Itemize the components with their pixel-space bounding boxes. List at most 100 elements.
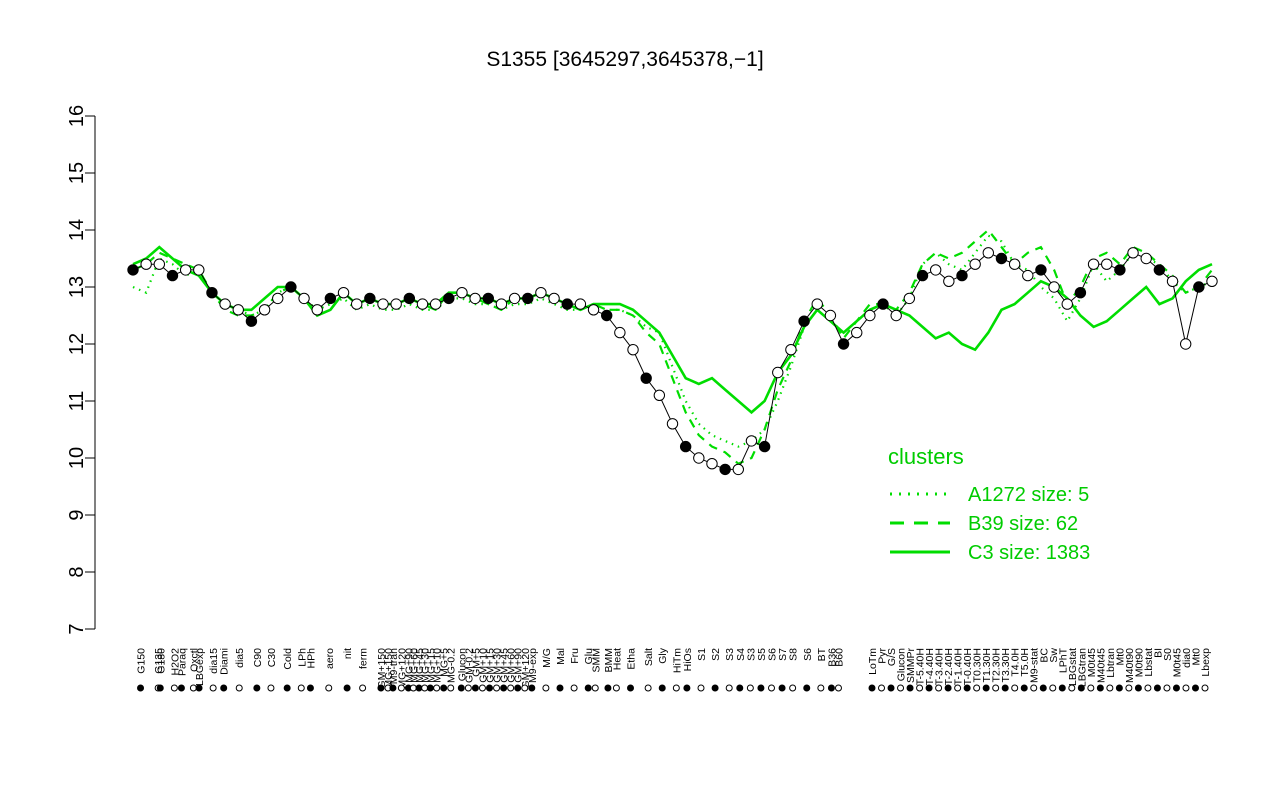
x-tick-marker xyxy=(209,684,217,692)
data-point xyxy=(219,298,231,310)
data-point xyxy=(1193,281,1205,293)
data-point xyxy=(548,292,560,305)
data-point xyxy=(350,298,363,310)
x-tick-marker xyxy=(1001,684,1009,692)
data-point xyxy=(1035,264,1047,276)
x-tick-label: MG+5 xyxy=(439,648,451,677)
x-tick-marker xyxy=(471,684,479,692)
data-point xyxy=(337,287,350,299)
x-tick-label: BMM xyxy=(603,648,615,673)
x-tick-marker xyxy=(283,684,291,692)
x-tick-marker xyxy=(1087,684,1095,692)
data-point xyxy=(772,366,784,379)
x-tick-label: S4 xyxy=(735,648,747,661)
data-point xyxy=(153,258,166,270)
x-tick-label: LoTm xyxy=(867,648,879,675)
x-tick-label: Mal xyxy=(555,648,567,665)
x-tick-label: T-0.40H xyxy=(962,648,974,685)
data-point xyxy=(864,309,876,322)
x-tick-marker xyxy=(591,684,599,692)
x-tick-marker xyxy=(359,684,367,692)
data-point xyxy=(364,292,376,305)
y-tick-label: 13 xyxy=(66,276,88,298)
data-point xyxy=(456,287,468,299)
x-tick-label: T-4.40H xyxy=(924,648,936,685)
legend-title: clusters xyxy=(888,444,964,469)
data-point xyxy=(666,418,679,430)
x-tick-label: C30 xyxy=(266,648,278,667)
x-tick-marker xyxy=(925,684,933,692)
y-tick-label: 15 xyxy=(66,162,88,184)
x-tick-marker xyxy=(1020,684,1028,692)
data-point xyxy=(245,315,258,327)
x-tick-label: GM+5 xyxy=(470,648,482,677)
x-tick-marker xyxy=(944,684,952,692)
x-tick-label: GM+120 xyxy=(520,648,532,689)
y-tick-label: 7 xyxy=(66,623,88,634)
x-tick-marker xyxy=(409,684,417,692)
data-point xyxy=(574,298,587,310)
x-tick-label: dia5 xyxy=(234,648,246,668)
x-tick-marker xyxy=(803,684,811,692)
x-tick-label: M40t90 xyxy=(1124,648,1136,683)
y-tick-label: 14 xyxy=(66,219,88,241)
x-tick-marker xyxy=(514,684,522,692)
x-tick-marker xyxy=(325,684,333,692)
x-tick-label: GM+60 xyxy=(506,648,518,683)
data-point xyxy=(179,264,192,276)
x-tick-label: MG+120 xyxy=(396,648,408,689)
x-tick-label: BI xyxy=(1152,648,1164,658)
x-tick-label: MG+10 xyxy=(432,648,444,683)
x-tick-marker xyxy=(982,684,990,692)
data-point xyxy=(943,275,955,287)
data-point xyxy=(1022,269,1034,282)
y-tick-label: 9 xyxy=(66,509,88,520)
x-tick-marker xyxy=(789,684,797,692)
x-tick-label: M9-tran xyxy=(388,648,400,684)
x-tick-label: T-5.40H xyxy=(915,648,927,685)
x-tick-label: nit xyxy=(342,648,354,659)
x-tick-label: H2O2 xyxy=(169,648,181,676)
x-tick-marker xyxy=(736,684,744,692)
x-tick-marker xyxy=(464,684,472,692)
x-tick-marker xyxy=(1049,684,1057,692)
x-tick-label: SMM xyxy=(590,648,602,673)
x-tick-marker xyxy=(1125,684,1133,692)
x-tick-label: M0t90 xyxy=(1133,648,1145,677)
x-tick-marker xyxy=(963,684,971,692)
data-point xyxy=(469,292,481,305)
x-tick-label: HPh xyxy=(305,648,317,669)
x-tick-label: S3 xyxy=(745,648,757,661)
x-tick-label: T-2.40H xyxy=(943,648,955,685)
x-tick-label: M9-exp xyxy=(527,648,539,683)
data-point xyxy=(877,298,889,310)
data-point xyxy=(601,309,613,322)
x-tick-marker xyxy=(644,684,652,692)
x-tick-label: T3.30H xyxy=(1000,648,1012,682)
data-point xyxy=(298,292,310,305)
x-tick-marker xyxy=(1068,684,1076,692)
x-tick-label: MG+150 xyxy=(383,648,395,689)
data-point xyxy=(390,298,402,310)
x-tick-label: T-3.40H xyxy=(934,648,946,685)
x-tick-marker xyxy=(1153,684,1161,692)
data-point xyxy=(522,292,534,305)
x-tick-label: GM+15 xyxy=(485,648,497,683)
x-tick-label: GM+150 xyxy=(376,648,388,689)
data-point xyxy=(561,298,573,310)
x-tick-label: Glu xyxy=(583,648,595,665)
x-tick-label: B60 xyxy=(833,648,845,667)
data-point xyxy=(482,292,494,305)
x-tick-marker xyxy=(725,684,733,692)
x-tick-label: Lbexp xyxy=(1200,648,1212,677)
data-point xyxy=(890,309,902,322)
x-tick-label: Oxctl xyxy=(188,648,200,672)
data-point xyxy=(587,304,600,316)
x-tick-label: Gly xyxy=(657,647,669,664)
x-tick-marker xyxy=(697,684,705,692)
data-point xyxy=(719,463,731,476)
x-tick-label: S6 xyxy=(802,648,814,661)
x-tick-marker xyxy=(658,684,666,692)
x-tick-marker xyxy=(253,684,261,692)
data-point xyxy=(1166,275,1179,287)
